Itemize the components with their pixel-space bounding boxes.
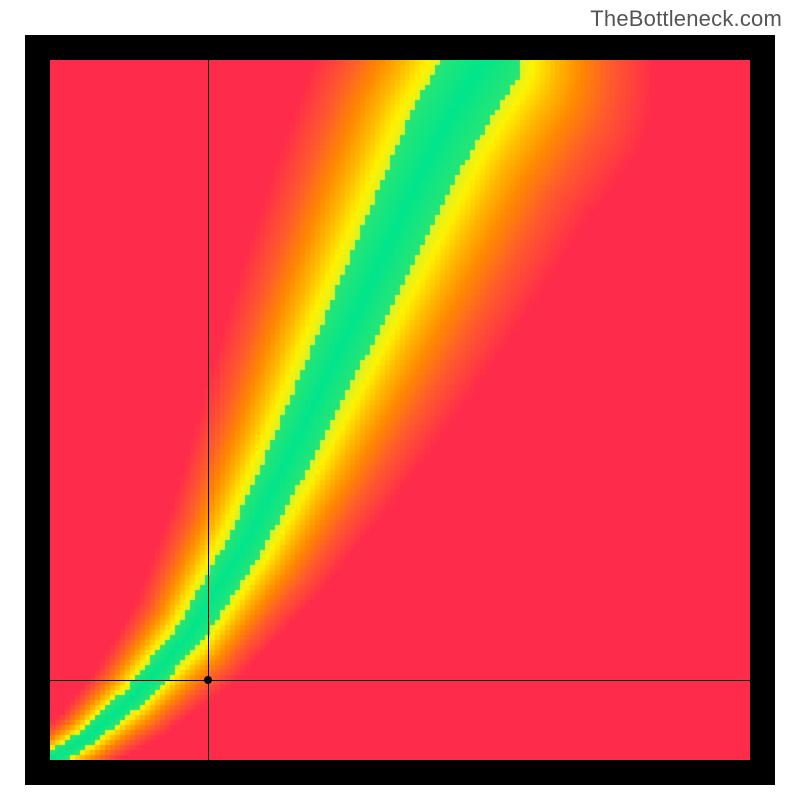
- heatmap-canvas: [50, 60, 750, 760]
- marker-dot-icon: [204, 676, 212, 684]
- crosshair-horizontal: [50, 680, 750, 681]
- crosshair-vertical: [208, 60, 209, 760]
- chart-container: TheBottleneck.com: [0, 0, 800, 800]
- plot-frame: [25, 35, 775, 785]
- attribution-label: TheBottleneck.com: [590, 6, 782, 32]
